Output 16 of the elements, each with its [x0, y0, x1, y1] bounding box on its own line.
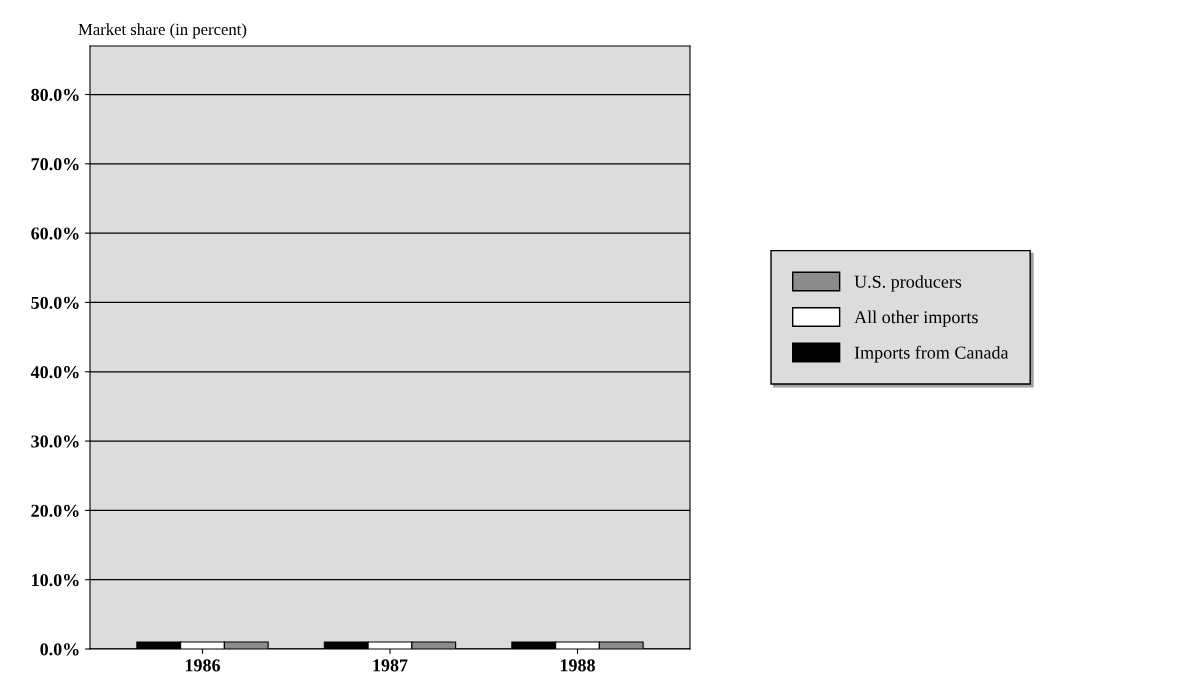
- chart-title: Market share (in percent): [78, 23, 247, 39]
- legend-label: Imports from Canada: [854, 345, 1009, 363]
- y-tick-label: 30.0%: [31, 435, 79, 448]
- x-tick-label: 1986: [185, 659, 221, 672]
- x-tick-label: 1988: [560, 659, 595, 672]
- y-tick-label: 20.0%: [31, 504, 79, 517]
- y-tick-label: 10.0%: [32, 573, 79, 587]
- x-tick-label: 1987: [373, 659, 408, 672]
- legend-label: U.S. producers: [854, 275, 962, 292]
- y-tick-label: 80.0%: [31, 88, 79, 102]
- y-tick-label: 60.0%: [31, 227, 79, 240]
- y-tick-label: 50.0%: [31, 296, 79, 309]
- y-tick-label: 70.0%: [31, 158, 79, 171]
- y-tick-label: 40.0%: [30, 366, 79, 379]
- legend-label: All other imports: [854, 310, 978, 327]
- y-tick-label: 0.0%: [40, 643, 79, 656]
